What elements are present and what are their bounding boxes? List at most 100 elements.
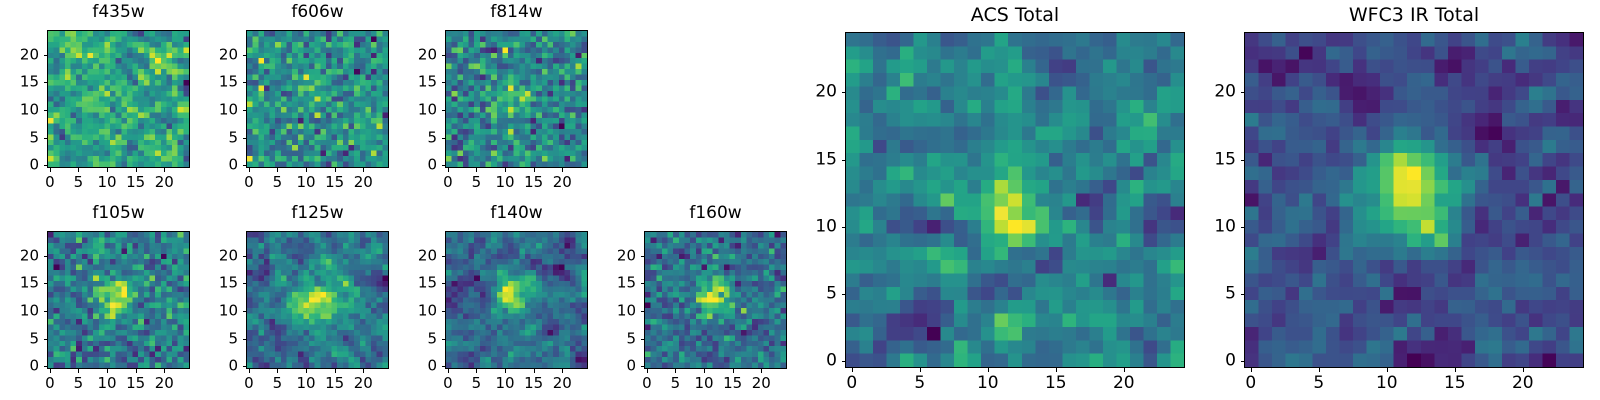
ytick-label-f814w-5: 5 [427, 128, 437, 147]
xtick-mark-acs-total-15 [1055, 368, 1057, 372]
ytick-mark-f160w-5 [641, 338, 645, 340]
xtick-mark-f105w-10 [107, 369, 109, 373]
xtick-label-f105w-0: 0 [45, 374, 55, 392]
ytick-label-f814w-15: 15 [417, 72, 437, 91]
ytick-label-f814w-20: 20 [417, 45, 437, 64]
xtick-label-f160w-20: 20 [751, 374, 771, 392]
xtick-label-wfc3-ir-total-5: 5 [1313, 373, 1325, 393]
panel-title-f435w: f435w [92, 2, 145, 22]
xtick-mark-f105w-5 [78, 369, 80, 373]
xtick-mark-f814w-5 [476, 168, 478, 172]
panel-acs-total: ACS Total 0 5 10 15 20 0 5 10 15 20 [785, 4, 1205, 400]
xtick-mark-f435w-0 [49, 168, 51, 172]
ytick-label-f105w-10: 10 [19, 301, 39, 320]
heatmap-f160w [644, 231, 787, 369]
ytick-label-f160w-5: 5 [626, 329, 636, 348]
panel-title-f606w: f606w [291, 2, 344, 22]
ytick-label-wfc3-ir-total-15: 15 [1214, 149, 1236, 170]
ytick-mark-f125w-10 [243, 311, 247, 313]
heatmap-canvas-f125w [247, 232, 388, 368]
xtick-label-acs-total-0: 0 [846, 373, 858, 393]
ytick-label-f125w-5: 5 [228, 329, 238, 348]
xtick-mark-f140w-20 [562, 369, 564, 373]
ytick-label-f160w-10: 10 [616, 301, 636, 320]
xtick-mark-f814w-20 [562, 168, 564, 172]
panel-f140w: f140w 0 5 10 15 20 0 5 10 15 20 [385, 203, 608, 400]
ytick-label-f105w-5: 5 [29, 329, 39, 348]
xtick-label-wfc3-ir-total-15: 15 [1443, 373, 1466, 393]
ytick-mark-wfc3-ir-total-5 [1241, 294, 1245, 296]
xtick-label-f140w-20: 20 [552, 374, 572, 392]
panel-title-f160w: f160w [689, 203, 742, 223]
ytick-mark-f606w-10 [243, 110, 247, 112]
xtick-mark-acs-total-5 [919, 368, 921, 372]
xtick-label-f140w-0: 0 [443, 374, 453, 392]
ytick-label-f125w-20: 20 [218, 246, 238, 265]
ytick-label-f140w-15: 15 [417, 273, 437, 292]
xtick-mark-f814w-0 [447, 168, 449, 172]
panel-title-acs-total: ACS Total [970, 4, 1060, 26]
xtick-label-f606w-5: 5 [272, 173, 283, 191]
heatmap-canvas-wfc3-ir-total [1245, 33, 1583, 367]
xtick-label-wfc3-ir-total-20: 20 [1511, 373, 1534, 393]
ytick-label-f160w-0: 0 [626, 356, 636, 375]
xtick-label-f435w-20: 20 [154, 173, 174, 191]
ytick-mark-f814w-15 [442, 82, 446, 84]
xtick-mark-f435w-10 [107, 168, 109, 172]
ytick-mark-f105w-0 [44, 366, 48, 368]
ytick-label-wfc3-ir-total-20: 20 [1214, 81, 1236, 102]
ytick-label-f105w-20: 20 [19, 246, 39, 265]
xtick-label-f814w-15: 15 [524, 173, 544, 191]
xtick-mark-f606w-15 [334, 168, 336, 172]
panel-f105w: f105w 0 5 10 15 20 0 5 10 15 20 [0, 203, 210, 400]
ytick-label-acs-total-0: 0 [826, 350, 837, 371]
ytick-mark-f160w-0 [641, 366, 645, 368]
xtick-label-f814w-10: 10 [495, 173, 515, 191]
xtick-mark-f435w-5 [78, 168, 80, 172]
ytick-label-f435w-5: 5 [29, 128, 39, 147]
ytick-mark-f814w-5 [442, 137, 446, 139]
ytick-label-acs-total-5: 5 [826, 283, 837, 304]
xtick-label-acs-total-15: 15 [1044, 373, 1067, 393]
xtick-mark-f105w-15 [135, 369, 137, 373]
xtick-mark-f105w-20 [164, 369, 166, 373]
ytick-mark-f105w-20 [44, 255, 48, 257]
heatmap-canvas-f140w [446, 232, 587, 368]
ytick-label-acs-total-20: 20 [815, 81, 837, 102]
heatmap-canvas-f435w [48, 31, 189, 167]
heatmap-canvas-acs-total [846, 33, 1184, 367]
xtick-mark-f125w-10 [306, 369, 308, 373]
ytick-label-f105w-0: 0 [29, 356, 39, 375]
heatmap-acs-total [845, 32, 1185, 368]
heatmap-canvas-f160w [645, 232, 786, 368]
ytick-mark-wfc3-ir-total-20 [1241, 92, 1245, 94]
ytick-label-f606w-20: 20 [218, 45, 238, 64]
ytick-label-f435w-20: 20 [19, 45, 39, 64]
ytick-mark-wfc3-ir-total-10 [1241, 226, 1245, 228]
panel-f160w: f160w 0 5 10 15 20 0 5 10 15 20 [584, 203, 807, 400]
ytick-label-f606w-5: 5 [228, 128, 238, 147]
ytick-mark-acs-total-15 [842, 159, 846, 161]
ytick-label-f105w-15: 15 [19, 273, 39, 292]
ytick-mark-f105w-15 [44, 283, 48, 285]
ytick-mark-f140w-0 [442, 366, 446, 368]
xtick-label-f125w-5: 5 [272, 374, 283, 392]
ytick-label-wfc3-ir-total-5: 5 [1225, 283, 1236, 304]
xtick-label-f140w-10: 10 [495, 374, 515, 392]
ytick-mark-f435w-0 [44, 165, 48, 167]
xtick-mark-f125w-5 [277, 369, 279, 373]
xtick-mark-f606w-5 [277, 168, 279, 172]
ytick-mark-f606w-0 [243, 165, 247, 167]
ytick-label-f435w-10: 10 [19, 100, 39, 119]
ytick-label-f814w-10: 10 [417, 100, 437, 119]
ytick-mark-f125w-0 [243, 366, 247, 368]
xtick-mark-acs-total-10 [987, 368, 989, 372]
xtick-label-f140w-5: 5 [471, 374, 482, 392]
panel-wfc3-ir-total: WFC3 IR Total 0 5 10 15 20 0 5 10 15 20 [1184, 4, 1600, 400]
xtick-label-f140w-15: 15 [524, 374, 544, 392]
xtick-mark-f140w-10 [505, 369, 507, 373]
ytick-mark-f814w-20 [442, 54, 446, 56]
ytick-label-f606w-10: 10 [218, 100, 238, 119]
heatmap-f814w [445, 30, 588, 168]
